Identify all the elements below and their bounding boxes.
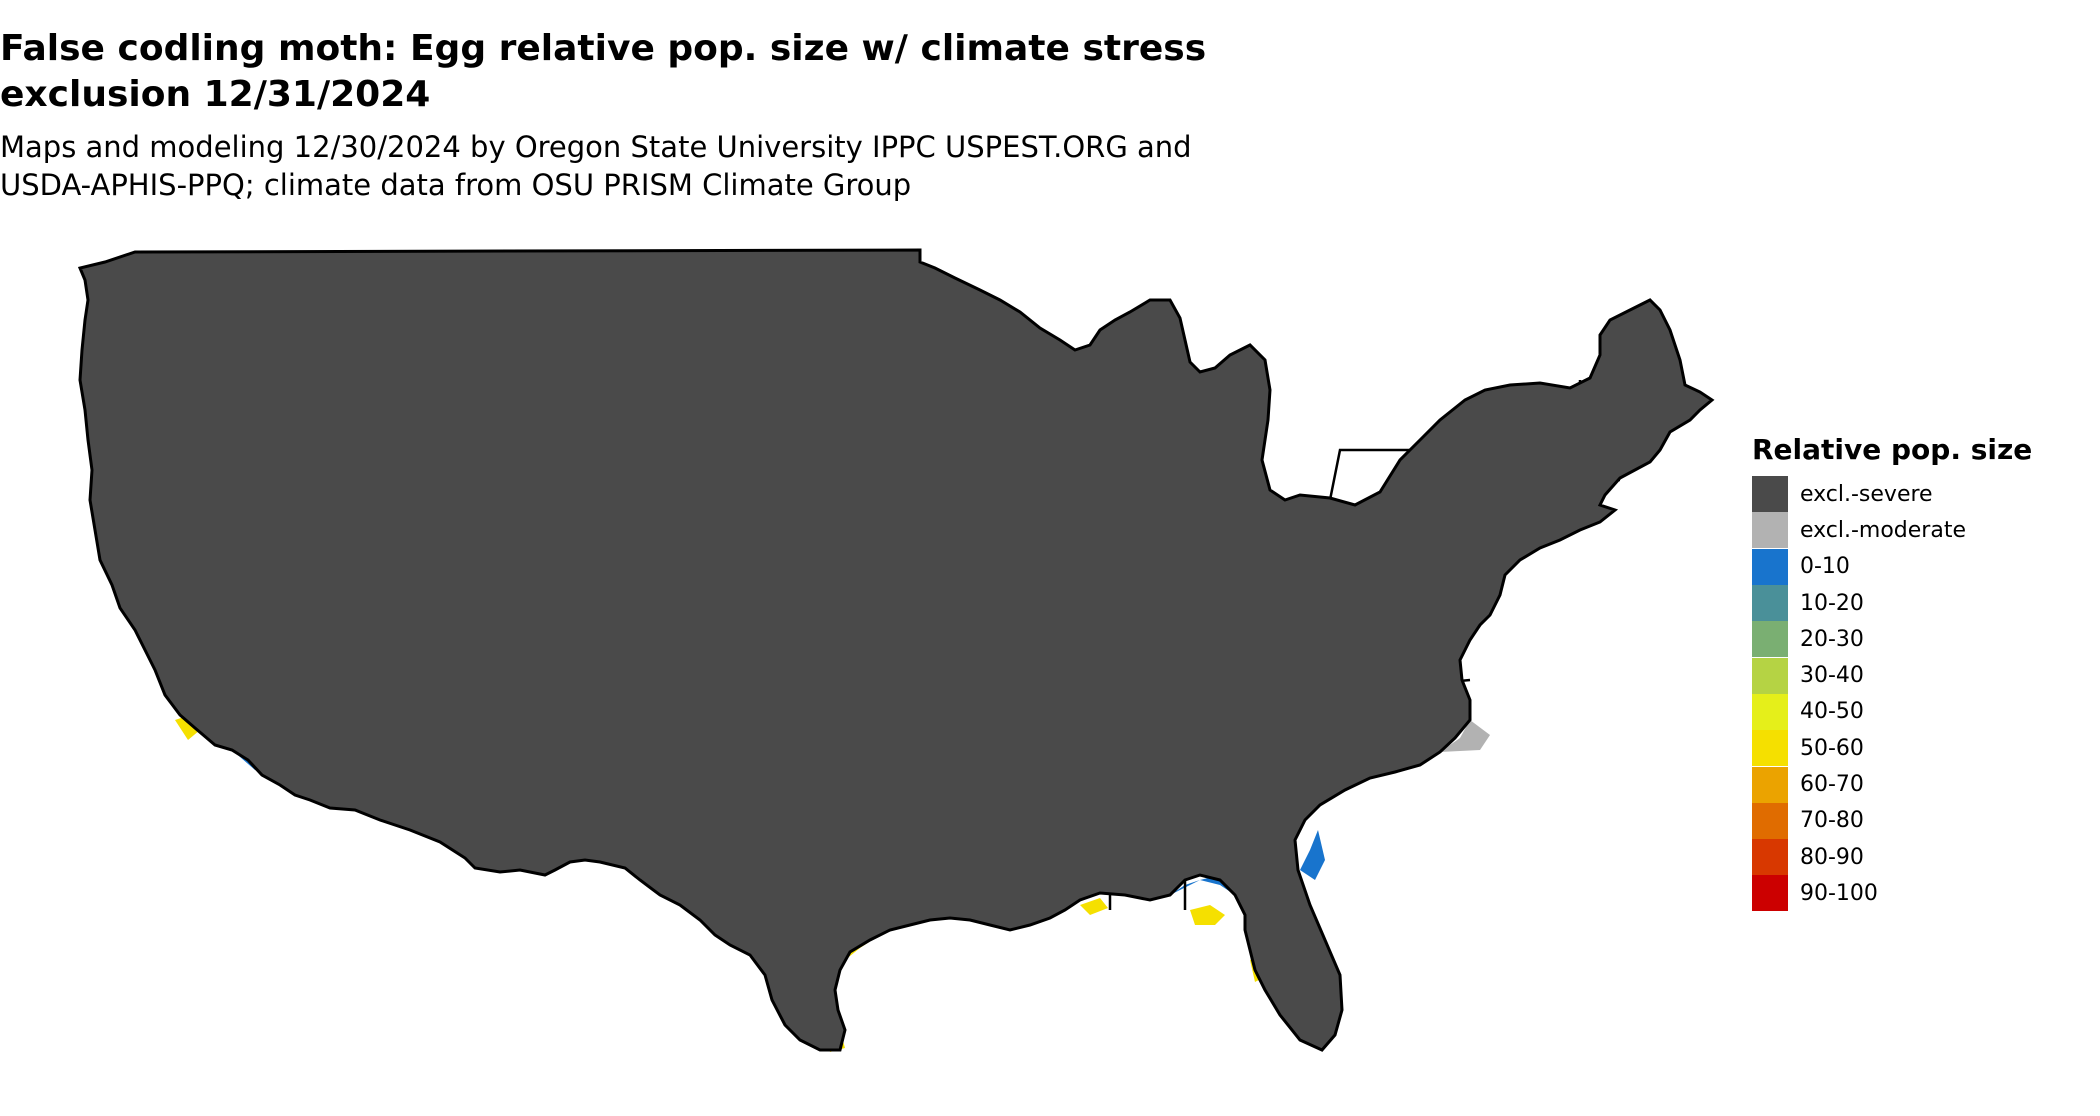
- legend-label: 20-30: [1800, 626, 1864, 652]
- legend-item: 50-60: [1752, 730, 2082, 767]
- legend-item: 20-30: [1752, 621, 2082, 658]
- legend-swatch: [1752, 657, 1788, 694]
- legend-label: 50-60: [1800, 735, 1864, 761]
- legend-label: 90-100: [1800, 880, 1878, 906]
- legend-item: 90-100: [1752, 875, 2082, 912]
- legend-label: 30-40: [1800, 663, 1864, 689]
- legend-swatch: [1752, 512, 1788, 549]
- legend-label: excl.-moderate: [1800, 517, 1966, 543]
- legend-label: 0-10: [1800, 554, 1850, 580]
- legend-item: excl.-severe: [1752, 476, 2082, 513]
- legend-item: 30-40: [1752, 657, 2082, 694]
- legend: Relative pop. size excl.-severe excl.-mod…: [1752, 432, 2082, 912]
- legend-swatch: [1752, 875, 1788, 912]
- legend-swatch: [1752, 693, 1788, 730]
- legend-swatch: [1752, 585, 1788, 622]
- subtitle-line-1: Maps and modeling 12/30/2024 by Oregon S…: [0, 130, 1192, 164]
- legend-label: 40-50: [1800, 699, 1864, 725]
- legend-label: 80-90: [1800, 844, 1864, 870]
- us-border-line: [78, 248, 1714, 1052]
- legend-swatch: [1752, 476, 1788, 513]
- subtitle-line-2: USDA-APHIS-PPQ; climate data from OSU PR…: [0, 168, 912, 202]
- legend-item: 70-80: [1752, 802, 2082, 839]
- map-subtitle: Maps and modeling 12/30/2024 by Oregon S…: [0, 128, 1790, 204]
- legend-title: Relative pop. size: [1752, 433, 2033, 466]
- legend-label: 10-20: [1800, 590, 1864, 616]
- title-line-1: False codling moth: Egg relative pop. si…: [0, 28, 1207, 69]
- legend-item: 0-10: [1752, 548, 2082, 585]
- legend-swatch: [1752, 548, 1788, 585]
- map-title: False codling moth: Egg relative pop. si…: [0, 26, 1790, 118]
- legend-item: excl.-moderate: [1752, 512, 2082, 549]
- legend-swatch: [1752, 802, 1788, 839]
- legend-rows: excl.-severe excl.-moderate 0-10 10-20 20-30…: [1752, 476, 2082, 912]
- title-line-2: exclusion 12/31/2024: [0, 74, 431, 115]
- legend-label: 60-70: [1800, 772, 1864, 798]
- legend-item: 80-90: [1752, 839, 2082, 876]
- legend-item: 40-50: [1752, 693, 2082, 730]
- legend-item: 60-70: [1752, 766, 2082, 803]
- legend-label: excl.-severe: [1800, 481, 1933, 507]
- legend-swatch: [1752, 839, 1788, 876]
- legend-label: 70-80: [1800, 808, 1864, 834]
- legend-item: 10-20: [1752, 585, 2082, 622]
- legend-swatch: [1752, 730, 1788, 767]
- legend-swatch: [1752, 766, 1788, 803]
- legend-swatch: [1752, 621, 1788, 658]
